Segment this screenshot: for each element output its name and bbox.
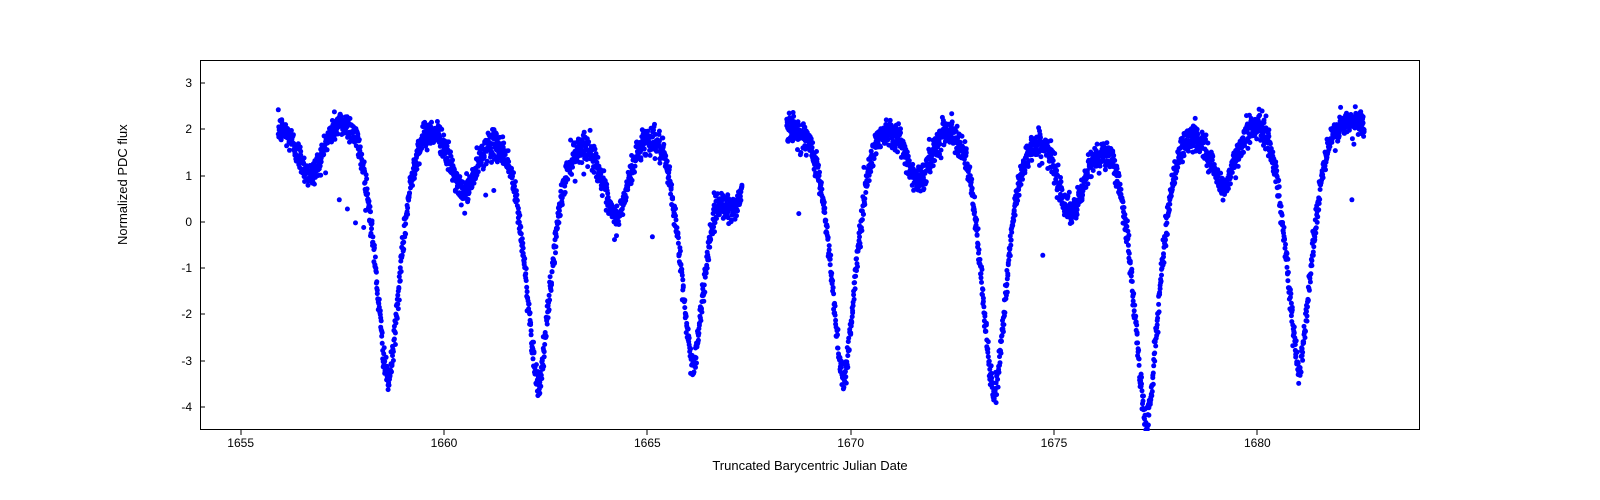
x-tick-label: 1680: [1244, 436, 1271, 450]
y-tick-mark: [200, 406, 205, 407]
x-tick-label: 1655: [227, 436, 254, 450]
y-tick-label: 0: [162, 215, 192, 229]
y-tick-mark: [200, 83, 205, 84]
y-tick-mark: [200, 360, 205, 361]
x-tick-mark: [850, 430, 851, 435]
y-tick-label: -4: [162, 400, 192, 414]
x-tick-label: 1660: [431, 436, 458, 450]
y-tick-mark: [200, 221, 205, 222]
x-tick-label: 1665: [634, 436, 661, 450]
y-tick-label: 1: [162, 169, 192, 183]
y-tick-mark: [200, 268, 205, 269]
x-tick-mark: [1054, 430, 1055, 435]
y-tick-mark: [200, 175, 205, 176]
y-tick-label: -1: [162, 261, 192, 275]
x-tick-label: 1675: [1041, 436, 1068, 450]
y-tick-label: 2: [162, 122, 192, 136]
x-tick-label: 1670: [837, 436, 864, 450]
y-tick-label: -2: [162, 307, 192, 321]
x-tick-mark: [647, 430, 648, 435]
x-tick-mark: [1257, 430, 1258, 435]
x-axis-label: Truncated Barycentric Julian Date: [712, 458, 907, 473]
y-tick-mark: [200, 129, 205, 130]
y-tick-mark: [200, 314, 205, 315]
chart-container: [200, 60, 1420, 430]
x-tick-mark: [240, 430, 241, 435]
y-tick-label: -3: [162, 354, 192, 368]
x-tick-mark: [444, 430, 445, 435]
y-tick-label: 3: [162, 76, 192, 90]
scatter-points: [201, 61, 1421, 431]
plot-area: [200, 60, 1420, 430]
y-axis-label: Normalized PDC flux: [115, 124, 130, 245]
